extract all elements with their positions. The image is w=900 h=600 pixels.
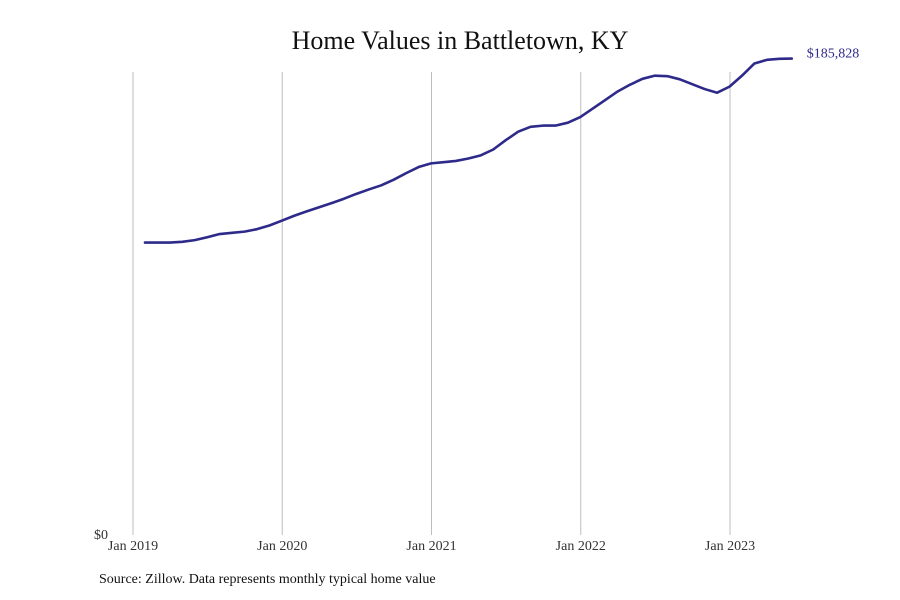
series-line [143, 57, 794, 244]
x-tick-label: Jan 2022 [556, 539, 606, 554]
x-tick-label: Jan 2021 [406, 539, 456, 554]
gridlines [132, 72, 731, 535]
end-label-layer: $185,828 [807, 47, 860, 62]
series-layer [143, 57, 794, 244]
source-note: Source: Zillow. Data represents monthly … [99, 572, 436, 587]
end-value-label: $185,828 [807, 47, 860, 62]
x-tick-label: Jan 2019 [108, 539, 158, 554]
chart-title: Home Values in Battletown, KY [291, 26, 629, 55]
x-tick-label: Jan 2023 [705, 539, 755, 554]
axis-labels: Jan 2019 Jan 2020 Jan 2021 Jan 2022 Jan 2023… [94, 528, 755, 554]
x-tick-label: Jan 2020 [257, 539, 307, 554]
y-tick-label: $0 [94, 528, 108, 543]
